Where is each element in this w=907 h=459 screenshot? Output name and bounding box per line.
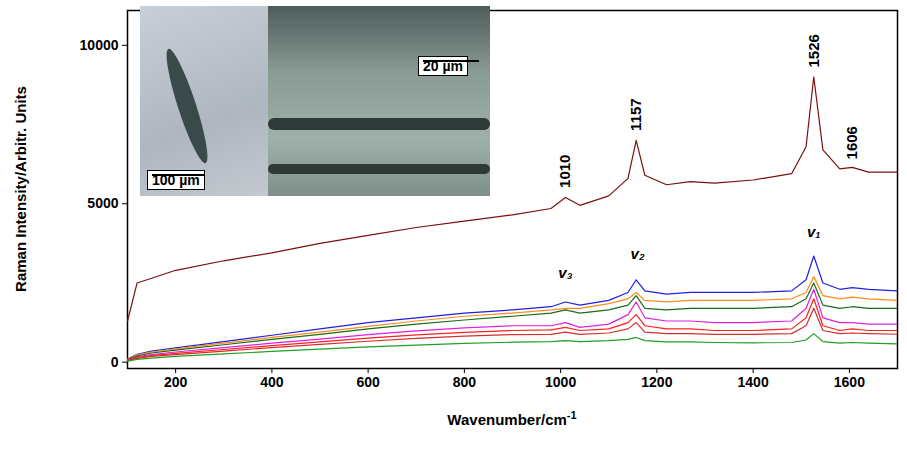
svg-text:v₃: v₃ <box>558 264 572 281</box>
svg-text:v₂: v₂ <box>631 245 645 262</box>
svg-text:1157: 1157 <box>627 98 644 131</box>
svg-text:200: 200 <box>164 374 188 390</box>
svg-text:Raman Intensity/Arbitr. Units: Raman Intensity/Arbitr. Units <box>12 86 29 292</box>
svg-text:1400: 1400 <box>738 374 769 390</box>
svg-text:v₁: v₁ <box>807 223 821 240</box>
svg-text:600: 600 <box>356 374 380 390</box>
svg-text:1600: 1600 <box>834 374 865 390</box>
svg-text:10000: 10000 <box>80 37 119 53</box>
svg-text:400: 400 <box>260 374 284 390</box>
svg-text:1000: 1000 <box>545 374 576 390</box>
svg-text:1526: 1526 <box>805 34 822 67</box>
svg-text:0: 0 <box>111 354 119 370</box>
svg-text:800: 800 <box>453 374 477 390</box>
svg-text:1010: 1010 <box>556 155 573 188</box>
html-text:20 µm: 20 µm <box>423 58 463 74</box>
html-text:100 µm: 100 µm <box>152 172 200 188</box>
svg-text:1606: 1606 <box>843 126 860 159</box>
svg-text:1200: 1200 <box>641 374 672 390</box>
svg-text:5000: 5000 <box>87 195 118 211</box>
svg-text:Wavenumber/cm-1: Wavenumber/cm-1 <box>447 409 576 428</box>
